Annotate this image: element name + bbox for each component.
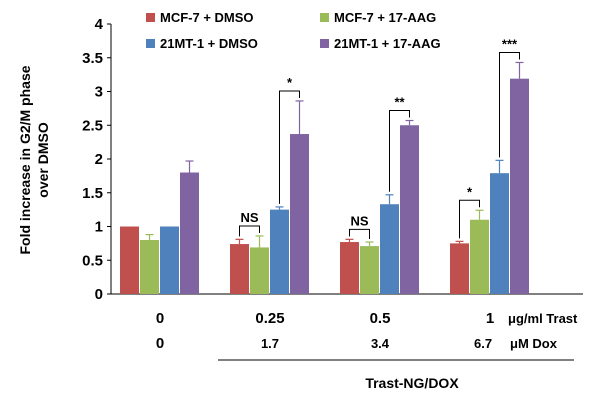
bar (270, 209, 289, 294)
legend: MCF-7 + DMSO MCF-7 + 17-AAG 21MT-1 + DMSO 2… (146, 10, 441, 51)
significance-bracket (389, 110, 410, 192)
y-axis-title-line: Fold increase in G2/M phase (17, 65, 33, 254)
significance-bracket (499, 51, 520, 158)
dox-unit-label: μM Dox (510, 336, 558, 351)
group-label: Trast-NG/DOX (365, 375, 459, 391)
bar (360, 246, 379, 294)
trast-dose-label: 1 (486, 310, 494, 327)
trast-unit-label: μg/ml Trast (508, 311, 578, 326)
dox-dose-label: 0 (156, 335, 164, 352)
bar (380, 204, 399, 294)
bar (450, 243, 469, 294)
y-tick-label: 1 (95, 219, 103, 236)
significance-label: * (287, 75, 293, 90)
bar (490, 173, 509, 294)
legend-label: 21MT-1 + 17-AAG (334, 36, 441, 51)
dox-dose-label: 3.4 (371, 336, 390, 351)
significance-bracket (459, 199, 480, 239)
y-tick-label: 4 (95, 16, 104, 33)
bar (120, 226, 139, 294)
x-axis-categories: 0 0.25 0.5 1 μg/ml Trast 0 1.7 3.4 6.7 μM Dox Tras… (156, 310, 578, 391)
legend-label: MCF-7 + 17-AAG (334, 10, 436, 25)
y-tick-label: 3.5 (82, 50, 103, 67)
significance-bracket (279, 90, 300, 204)
significance-brackets: NS*NS****** (239, 36, 520, 240)
legend-swatch (146, 13, 155, 22)
y-tick-label: 1.5 (82, 185, 103, 202)
y-axis-ticks: 0 0.5 1 1.5 2 2.5 3 3.5 4 (82, 16, 111, 303)
legend-label: MCF-7 + DMSO (160, 10, 254, 25)
significance-label: NS (240, 210, 258, 225)
significance-bracket (239, 225, 260, 237)
y-tick-label: 2.5 (82, 117, 103, 134)
bar (400, 125, 419, 294)
dox-dose-label: 1.7 (261, 336, 279, 351)
legend-swatch (320, 13, 329, 22)
significance-label: *** (502, 36, 518, 51)
significance-label: NS (350, 213, 368, 228)
significance-bracket (349, 228, 370, 240)
significance-label: ** (394, 95, 405, 110)
bar (230, 244, 249, 294)
y-axis-title-line: over DMSO (35, 122, 51, 198)
y-axis-title: Fold increase in G2/M phase over DMSO (17, 65, 51, 254)
trast-dose-label: 0.5 (370, 310, 391, 327)
y-tick-label: 0 (95, 286, 103, 303)
bar (140, 240, 159, 294)
legend-swatch (320, 39, 329, 48)
legend-swatch (146, 39, 155, 48)
y-axis-label: Fold increase in G2/M phase over DMSO (17, 65, 51, 254)
bar (180, 172, 199, 294)
y-tick-label: 0.5 (82, 252, 103, 269)
bar (470, 219, 489, 294)
bar (510, 78, 529, 294)
bar (250, 247, 269, 294)
trast-dose-label: 0 (156, 310, 164, 327)
bar (290, 134, 309, 294)
bars (120, 61, 529, 294)
dox-dose-label: 6.7 (474, 336, 492, 351)
y-tick-label: 3 (95, 84, 103, 101)
trast-dose-label: 0.25 (255, 310, 284, 327)
y-tick-label: 2 (95, 151, 103, 168)
significance-label: * (467, 184, 473, 199)
bar (340, 242, 359, 294)
legend-label: 21MT-1 + DMSO (160, 36, 258, 51)
bar (160, 226, 179, 294)
